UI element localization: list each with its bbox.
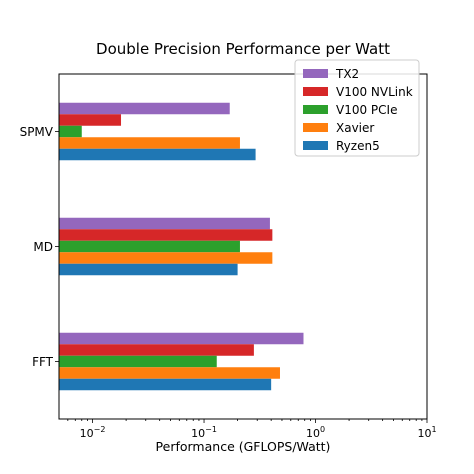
bar-spmv-xavier [59,137,240,149]
legend-label: Xavier [336,121,374,135]
bar-fft-tx2 [59,332,304,345]
chart-title: Double Precision Performance per Watt [96,40,390,58]
x-tick-label: 10−1 [191,425,217,440]
bar-md-ryzen5 [59,263,238,276]
x-tick-label: 10−2 [80,425,106,440]
legend-label: Ryzen5 [336,139,380,153]
bar-fft-v100-pcie [59,355,217,368]
bar-md-v100-pcie [59,240,240,253]
legend-swatch [303,141,328,150]
y-tick-label: SPMV [20,125,54,139]
legend-swatch [303,105,328,114]
bar-md-v100-nvlink [59,229,273,241]
bar-fft-xavier [59,367,280,379]
legend-swatch [303,123,328,132]
x-tick-label: 101 [417,425,436,440]
bar-fft-v100-nvlink [59,344,254,356]
bars-layer [59,102,304,391]
bar-md-xavier [59,252,273,264]
bar-spmv-ryzen5 [59,148,256,161]
bar-md-tx2 [59,217,270,230]
y-tick-label: MD [33,240,53,254]
legend: TX2 V100 NVLink V100 PCIe Xavier Ryzen5 [294,59,420,157]
bar-spmv-v100-pcie [59,125,82,138]
x-axis: 10−2 10−1 100 101 [67,419,437,440]
x-axis-label: Performance (GFLOPS/Watt) [156,439,331,454]
x-tick-label: 100 [306,425,325,440]
legend-swatch [303,87,328,96]
legend-label: V100 PCIe [336,103,397,117]
legend-label: V100 NVLink [336,85,413,99]
y-axis: SPMV MD FFT [20,125,59,369]
y-tick-label: FFT [32,355,54,369]
bar-fft-ryzen5 [59,378,272,391]
bar-spmv-tx2 [59,102,230,115]
legend-swatch [303,69,328,78]
bar-spmv-v100-nvlink [59,114,122,126]
legend-label: TX2 [335,67,359,81]
